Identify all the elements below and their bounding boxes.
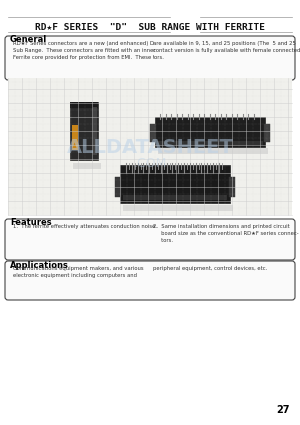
Bar [115,177,121,197]
Bar [158,148,268,154]
Text: RD★F SERIES  "D"  SUB RANGE WITH FERRITE: RD★F SERIES "D" SUB RANGE WITH FERRITE [35,23,265,32]
Text: Communications equipment makers, and various
electronic equipment including comp: Communications equipment makers, and var… [13,266,144,278]
Bar [229,177,235,197]
Text: peripheral equipment, control devices, etc.: peripheral equipment, control devices, e… [153,266,267,271]
Bar [93,107,97,155]
Text: RD★F Series connectors are a new (and enhanced) D
Sub Range.  These connectors a: RD★F Series connectors are a new (and en… [13,41,156,60]
Bar [155,117,265,147]
Text: are available in 9, 15, and 25 positions (The  5 and 25
contact version is fully: are available in 9, 15, and 25 positions… [153,41,300,60]
Bar [73,163,101,169]
Text: 2.  Same installation dimensions and printed circuit
     board size as the conv: 2. Same installation dimensions and prin… [153,224,298,243]
Text: General: General [10,35,47,44]
Bar [157,141,263,145]
FancyBboxPatch shape [5,261,295,300]
Bar [120,165,230,203]
Bar [72,125,78,150]
Text: Applications: Applications [10,261,69,270]
Bar [8,78,292,215]
Bar [123,195,227,200]
Text: Features: Features [10,218,52,227]
Bar [70,102,98,108]
FancyBboxPatch shape [5,36,295,80]
Bar [150,124,156,142]
Bar [264,124,270,142]
Text: 27: 27 [277,405,290,415]
Text: .COM: .COM [133,156,167,170]
Text: ALLDATASHEET: ALLDATASHEET [67,138,233,156]
FancyBboxPatch shape [5,219,295,260]
Bar [70,102,98,160]
Text: 1.  The ferrite effectively attenuates conduction noise.: 1. The ferrite effectively attenuates co… [13,224,157,229]
Bar [123,205,233,211]
